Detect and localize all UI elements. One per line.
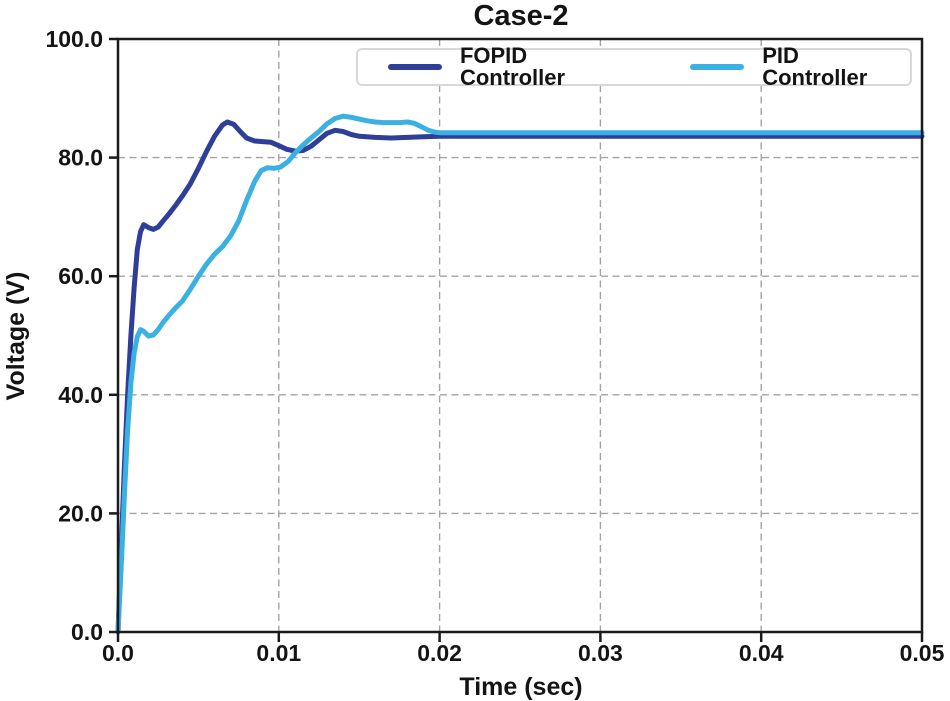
y-tick-label: 80.0 [58, 145, 103, 171]
fopid-line-swatch [388, 64, 442, 70]
y-tick-label: 60.0 [58, 263, 103, 289]
legend: FOPID Controller PID Controller [356, 45, 912, 89]
plot-frame [116, 37, 924, 634]
x-tick-label: 0.02 [417, 640, 462, 666]
y-tick-label: 40.0 [58, 382, 103, 408]
x-tick-label: 0.0 [102, 640, 134, 666]
pid-line-swatch [690, 64, 745, 70]
legend-label-pid: PID Controller [762, 43, 868, 90]
x-tick-label: 0.03 [578, 640, 623, 666]
x-tick-label: 0.04 [739, 640, 784, 666]
data-series [115, 113, 925, 635]
legend-label-fopid: FOPID Controller [459, 43, 566, 90]
x-axis-label: Time (sec) [459, 673, 582, 701]
legend-item-pid: PID Controller [690, 45, 910, 89]
x-tick-label: 0.05 [900, 640, 945, 666]
y-tick-label: 0.0 [71, 619, 103, 645]
y-tick-label: 20.0 [58, 500, 103, 526]
series-line-pid-controller [115, 113, 925, 635]
series-line-fopid-controller [115, 119, 925, 635]
x-tick-label: 0.01 [256, 640, 301, 666]
legend-item-fopid: FOPID Controller [388, 45, 638, 89]
y-tick-label: 100.0 [45, 26, 103, 52]
chart-title: Case-2 [473, 0, 568, 32]
axis-ticks: 0.0 0.01 0.02 0.03 0.04 0.05 0.0 20.0 40.0 60.0 80… [45, 26, 944, 666]
y-axis-label: Voltage (V) [2, 272, 30, 401]
